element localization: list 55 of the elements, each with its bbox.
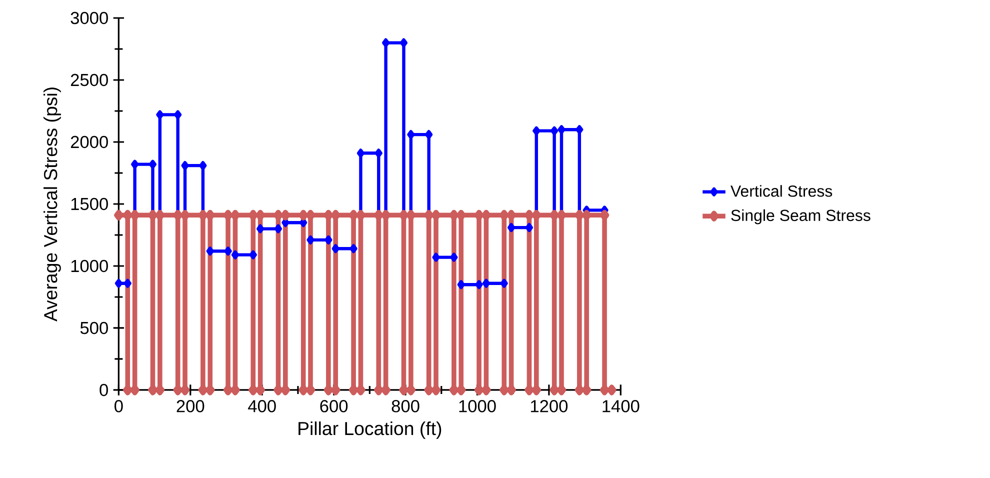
point bbox=[181, 161, 189, 170]
y-axis-title: Average Vertical Stress (psi) bbox=[44, 88, 61, 322]
legend-label: Single Seam Stress bbox=[731, 209, 870, 224]
y-tick-label: 1500 bbox=[71, 198, 108, 210]
y-tick-label: 2000 bbox=[70, 136, 108, 148]
point bbox=[457, 280, 465, 290]
point bbox=[114, 278, 122, 288]
point bbox=[508, 223, 516, 232]
point bbox=[131, 160, 139, 169]
point bbox=[206, 246, 214, 256]
point bbox=[374, 148, 382, 158]
point bbox=[350, 244, 358, 254]
point bbox=[124, 278, 132, 288]
point bbox=[174, 110, 182, 120]
point bbox=[407, 130, 415, 140]
y-tick-label: 500 bbox=[80, 322, 108, 334]
point bbox=[224, 246, 232, 256]
point bbox=[382, 38, 390, 48]
point bbox=[148, 160, 157, 169]
y-tick-label: 3000 bbox=[70, 12, 108, 24]
x-tick-label: 600 bbox=[320, 400, 348, 412]
point bbox=[532, 126, 540, 136]
x-tick-label: 800 bbox=[392, 400, 420, 412]
legend-label: Vertical Stress bbox=[730, 185, 832, 197]
point bbox=[356, 148, 365, 158]
y-tick-label: 2500 bbox=[70, 74, 108, 86]
point bbox=[576, 125, 584, 134]
point bbox=[231, 250, 240, 260]
y-tick-label: 1000 bbox=[71, 260, 108, 272]
point bbox=[550, 126, 558, 136]
x-tick-label: 400 bbox=[248, 400, 276, 412]
point bbox=[558, 125, 566, 134]
x-tick-label: 1400 bbox=[602, 400, 640, 412]
point bbox=[432, 252, 440, 262]
y-tick-label: 0 bbox=[100, 384, 108, 396]
point bbox=[475, 280, 483, 290]
point bbox=[249, 250, 257, 260]
x-tick-label: 200 bbox=[176, 400, 204, 412]
point bbox=[425, 130, 433, 140]
point bbox=[256, 224, 264, 234]
point bbox=[400, 38, 408, 48]
point bbox=[500, 278, 508, 288]
point bbox=[199, 161, 207, 170]
x-tick-label: 0 bbox=[114, 400, 123, 412]
point bbox=[274, 224, 282, 234]
point bbox=[450, 252, 458, 262]
point bbox=[156, 110, 164, 120]
point bbox=[324, 235, 332, 244]
point bbox=[525, 223, 534, 232]
x-axis-title: Pillar Location (ft) bbox=[298, 421, 442, 439]
point bbox=[332, 244, 340, 254]
x-tick-label: 1000 bbox=[459, 400, 496, 412]
point bbox=[482, 278, 490, 288]
point bbox=[306, 235, 314, 244]
x-tick-label: 1200 bbox=[530, 400, 568, 412]
